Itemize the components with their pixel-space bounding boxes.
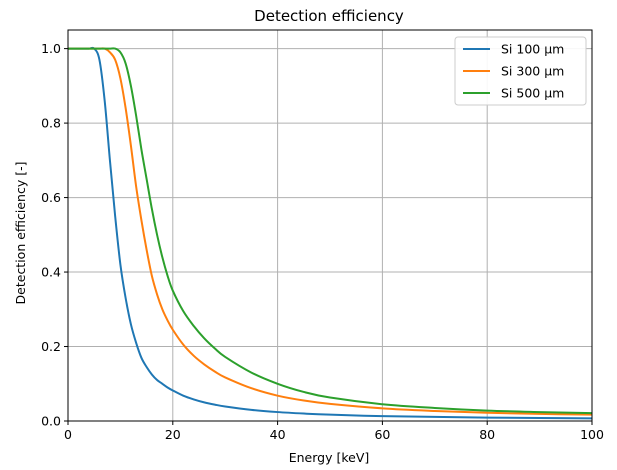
y-tick-label: 0.4: [41, 265, 61, 280]
series-layer: [68, 46, 593, 420]
chart-title: Detection efficiency: [254, 7, 404, 25]
legend-label: Si 300 μm: [501, 64, 564, 79]
y-tick-label: 0.2: [41, 339, 61, 354]
x-tick-label: 60: [374, 427, 390, 442]
legend: Si 100 μm Si 300 μm Si 500 μm: [454, 36, 587, 106]
y-axis-label: Detection efficiency [-]: [13, 162, 28, 305]
x-axis: 0 20 40 60 80 100: [64, 421, 604, 442]
x-tick-label: 80: [479, 427, 495, 442]
x-axis-label: Energy [keV]: [289, 450, 370, 465]
x-tick-label: 0: [64, 427, 72, 442]
x-tick-label: 40: [270, 427, 286, 442]
plot-frame: [67, 29, 593, 422]
y-tick-label: 0.8: [41, 116, 61, 131]
legend-box: [454, 36, 587, 106]
x-tick-label: 20: [165, 427, 181, 442]
legend-label: Si 500 μm: [501, 86, 564, 101]
legend-label: Si 100 μm: [501, 42, 564, 57]
series-line-1: [68, 46, 593, 420]
y-tick-label: 0.6: [41, 190, 61, 205]
x-tick-label: 100: [580, 427, 604, 442]
y-tick-label: 1.0: [41, 41, 61, 56]
series-line-3: [68, 47, 593, 415]
y-axis: 0.0 0.2 0.4 0.6 0.8 1.0: [41, 41, 68, 429]
y-tick-label: 0.0: [41, 414, 61, 429]
